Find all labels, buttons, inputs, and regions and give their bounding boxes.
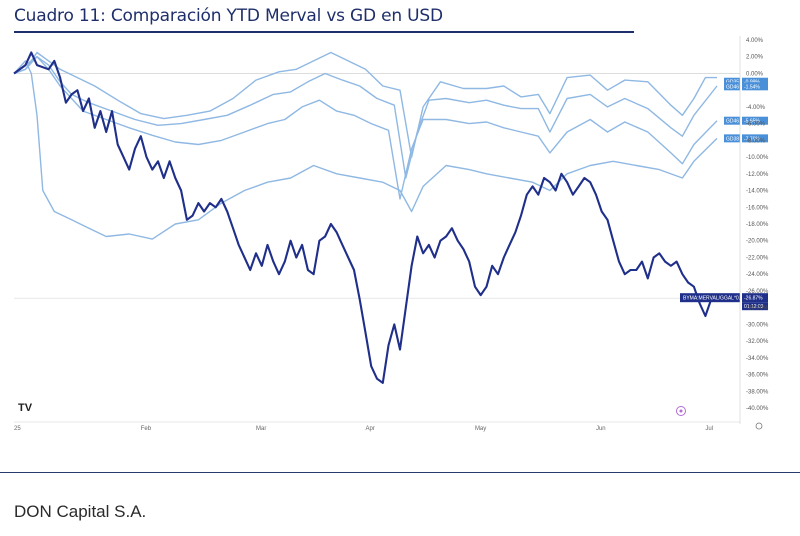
axes: 4.00% 2.00% 0.00% -4.00% -6.00% -8.00% -10.00%…: [14, 36, 769, 432]
chart-grid: [14, 73, 740, 299]
x-tick-label: Jul: [705, 426, 713, 432]
series-line-gd35-0[interactable]: [13, 51, 717, 158]
footer-divider: [0, 472, 800, 473]
series-line-gd38-3[interactable]: [13, 60, 718, 240]
y-tick-label: -4.00%: [746, 105, 766, 111]
value-tag-2: GD46 -5.65%: [724, 116, 768, 125]
y-tick-label: -34.00%: [746, 356, 769, 362]
x-tick-label: 25: [14, 426, 21, 432]
y-tick-label: -40.00%: [746, 406, 769, 412]
tag-extra: 01:12:03: [744, 304, 764, 310]
y-tick-label: -24.00%: [746, 272, 769, 278]
tag-series-name: GD38: [726, 136, 739, 142]
title-underline: [14, 31, 634, 33]
tag-series-name: BYMA:MERVAL/GGAL*0.1: [683, 296, 743, 302]
value-tag-3: GD38 -7.76%: [724, 134, 768, 143]
svg-text:TV: TV: [18, 402, 33, 414]
y-tick-label: -38.00%: [746, 389, 769, 395]
series-line-gd46-1[interactable]: [13, 56, 718, 179]
y-tick-label: -28.00%: [746, 306, 769, 312]
y-tick-label: -18.00%: [746, 222, 769, 228]
value-tags: GD35-0.99%GD46-1.54%GD46-5.65%GD38-7.76%…: [680, 77, 768, 311]
y-tick-label: 0.00%: [746, 71, 764, 77]
y-tick-label: -8.00%: [746, 138, 766, 144]
x-tick-label: May: [475, 426, 486, 432]
x-tick-label: Jun: [596, 426, 606, 432]
x-tick-label: Feb: [141, 426, 152, 432]
chart-title: Cuadro 11: Comparación YTD Merval vs GD …: [14, 6, 443, 26]
y-tick-label: -16.00%: [746, 205, 769, 211]
y-tick-label: -32.00%: [746, 339, 769, 345]
tag-series-name: GD46: [726, 119, 739, 125]
settings-icon[interactable]: [755, 422, 763, 430]
y-tick-label: -6.00%: [746, 122, 766, 128]
y-tick-label: -14.00%: [746, 189, 769, 195]
y-tick-label: -26.00%: [746, 289, 769, 295]
footer-company: DON Capital S.A.: [14, 502, 147, 521]
tag-last-value: -1.54%: [744, 84, 760, 90]
y-tick-label: 4.00%: [746, 38, 764, 44]
x-tick-label: Apr: [365, 426, 374, 432]
y-tick-label: -10.00%: [746, 155, 769, 161]
series-layer: [13, 51, 718, 384]
tag-last-value: -5.65%: [744, 119, 760, 125]
series-line-gd46-2[interactable]: [13, 56, 718, 200]
tradingview-logo-icon: TV: [18, 402, 33, 414]
tag-last-value: -26.87%: [744, 296, 763, 302]
value-tag-1: GD46 -1.54%: [724, 82, 768, 91]
value-tag-4: BYMA:MERVAL/GGAL*0.1 -26.87% 01:12:03: [680, 293, 768, 311]
y-tick-label: -22.00%: [746, 255, 769, 261]
y-tick-label: 2.00%: [746, 55, 764, 61]
y-tick-label: -36.00%: [746, 373, 769, 379]
series-line-merval-ggal-usd-4[interactable]: [13, 51, 718, 384]
compare-marker-icon[interactable]: [676, 406, 686, 416]
tag-last-value: -7.76%: [744, 136, 760, 142]
y-tick-label: -12.00%: [746, 172, 769, 178]
y-tick-label: -20.00%: [746, 239, 769, 245]
tag-series-name: GD46: [726, 84, 739, 90]
y-tick-label: -30.00%: [746, 322, 769, 328]
chart-area: GD35-0.99%GD46-1.54%GD46-5.65%GD38-7.76%…: [13, 36, 769, 432]
x-tick-label: Mar: [256, 426, 266, 432]
